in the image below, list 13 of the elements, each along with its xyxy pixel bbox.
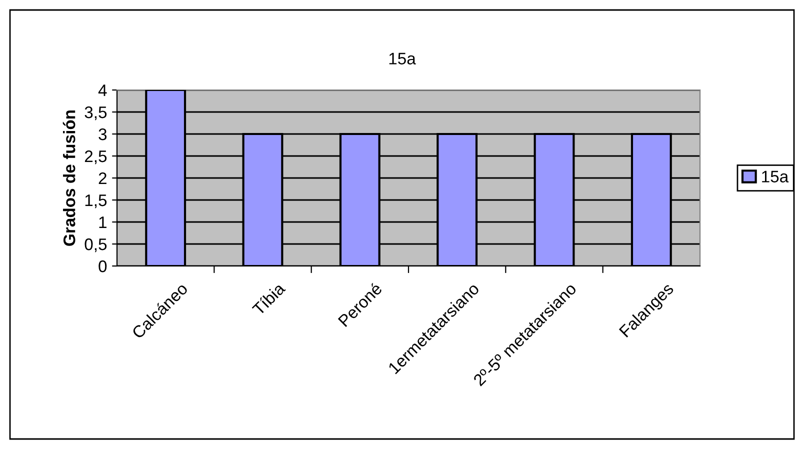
y-tick-label: 0 — [98, 260, 107, 272]
y-tick-label: 4 — [98, 84, 107, 96]
y-tick-label: 1 — [99, 216, 106, 228]
y-tick-label: 2,5 — [84, 150, 107, 164]
y-tick-label: 1,5 — [85, 194, 107, 208]
chart-title: 15a — [389, 52, 416, 64]
y-tick-label: 3 — [98, 128, 107, 140]
y-axis-title: Grados de fusión — [62, 110, 76, 246]
legend-label: 15a — [762, 170, 789, 182]
y-tick-label: 0,5 — [84, 238, 107, 252]
y-tick-label: 3,5 — [84, 106, 107, 120]
y-tick-label: 2 — [98, 172, 106, 184]
x-tick-label: Tíbia — [251, 281, 286, 316]
